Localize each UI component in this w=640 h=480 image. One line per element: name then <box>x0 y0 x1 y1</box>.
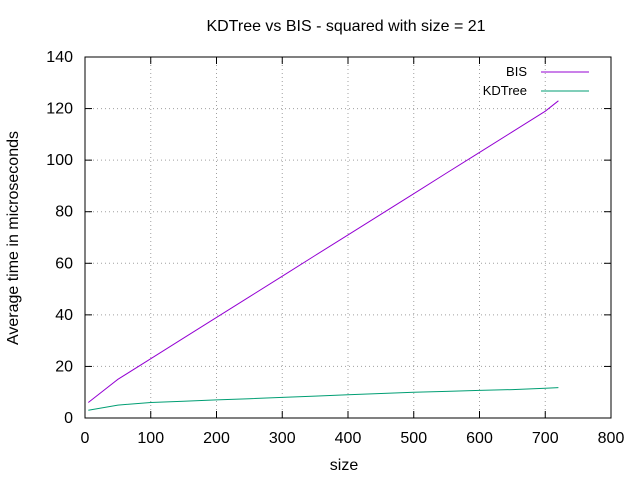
y-tick-label: 0 <box>64 410 73 427</box>
series-layer <box>87 100 559 411</box>
legend: BIS KDTree <box>483 64 589 98</box>
chart-title: KDTree vs BIS - squared with size = 21 <box>206 18 485 35</box>
x-axis-label: size <box>330 457 359 474</box>
legend-label: BIS <box>506 64 527 79</box>
x-tick-label: 400 <box>335 430 362 447</box>
y-tick-label: 100 <box>46 152 73 169</box>
axis-ticks: 0 20 40 60 80 100 120 140 0 100 200 300 400 500 600 700… <box>46 49 624 447</box>
y-tick-label: 120 <box>46 101 73 118</box>
x-tick-label: 800 <box>598 430 625 447</box>
y-tick-label: 80 <box>55 204 73 221</box>
grid <box>85 57 611 418</box>
series-line-bis <box>87 100 559 403</box>
x-tick-label: 0 <box>81 430 90 447</box>
y-tick-label: 60 <box>55 255 73 272</box>
x-tick-label: 100 <box>137 430 164 447</box>
series-line-kdtree <box>88 387 559 411</box>
x-tick-label: 600 <box>466 430 493 447</box>
x-tick-label: 500 <box>400 430 427 447</box>
y-tick-label: 20 <box>55 358 73 375</box>
y-tick-label: 140 <box>46 49 73 66</box>
x-tick-label: 300 <box>269 430 296 447</box>
y-tick-label: 40 <box>55 307 73 324</box>
legend-label: KDTree <box>483 83 527 98</box>
y-axis-label: Average time in microseconds <box>5 131 22 345</box>
x-tick-label: 700 <box>532 430 559 447</box>
x-tick-label: 200 <box>203 430 230 447</box>
